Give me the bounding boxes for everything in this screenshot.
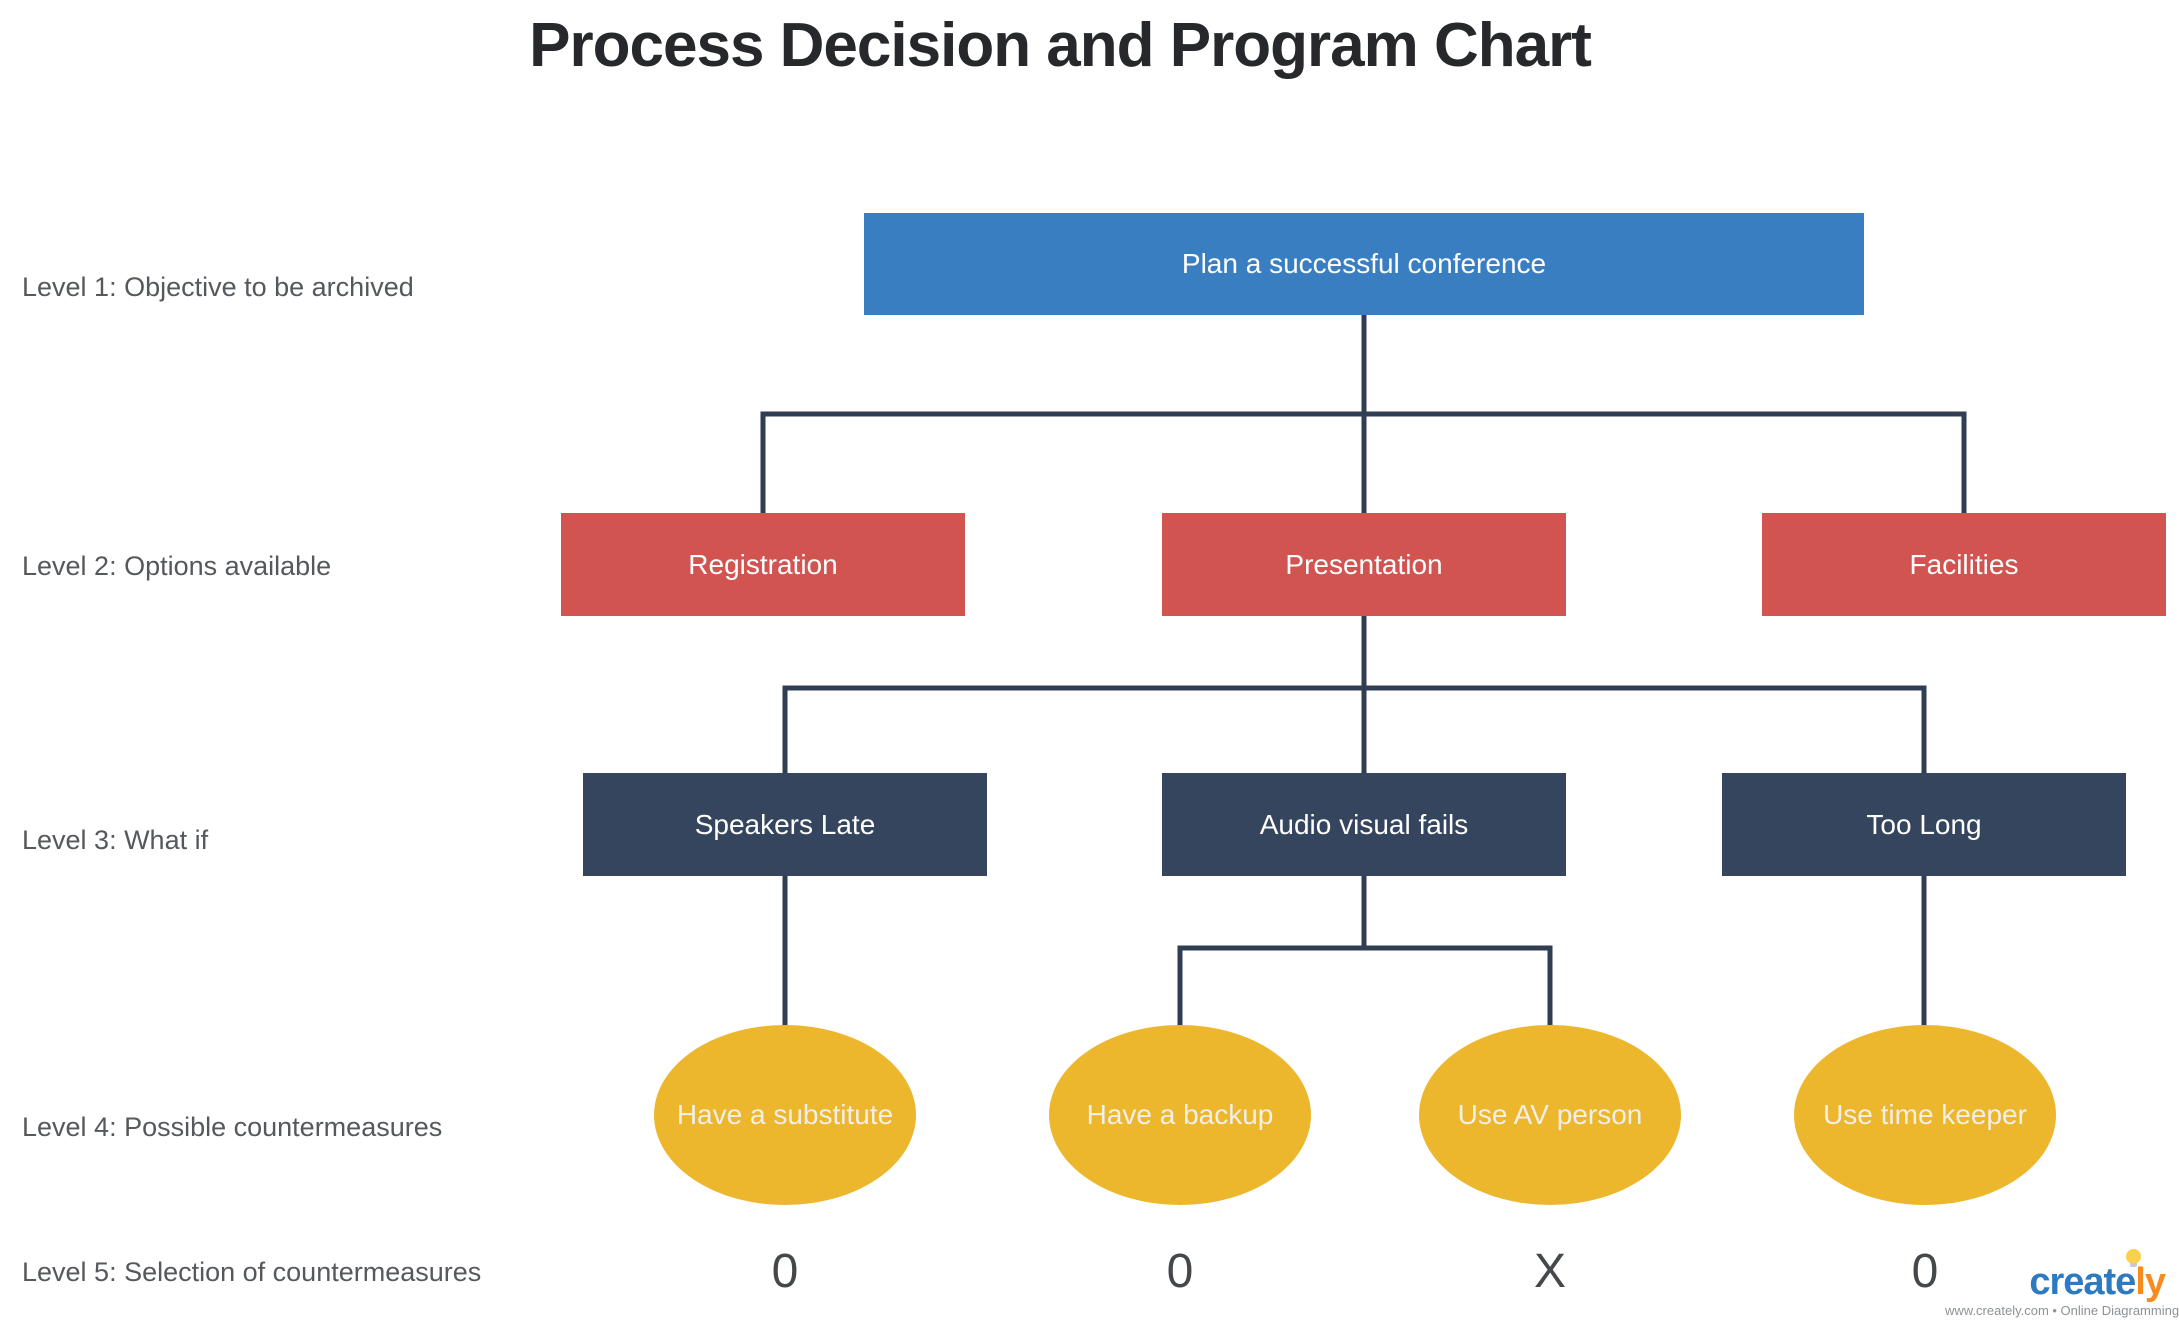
level-3-label: Level 3: What if [22, 825, 209, 855]
countermeasure-node-label: Use time keeper [1823, 1099, 2027, 1130]
countermeasure-node-have-a-backup[interactable]: Have a backup [1049, 1025, 1311, 1205]
level-2-label: Level 2: Options available [22, 551, 332, 581]
selection-mark-1: 0 [771, 1245, 799, 1298]
objective-node-label: Plan a successful conference [1181, 248, 1547, 279]
whatif-node-audio-visual-fails[interactable]: Audio visual fails [1162, 773, 1566, 876]
level-5-label: Level 5: Selection of countermeasures [22, 1257, 482, 1287]
connector-group [760, 315, 1967, 1030]
level-1-label: Level 1: Objective to be archived [22, 272, 414, 302]
whatif-node-label: Too Long [1866, 808, 1982, 840]
lightbulb-icon [2126, 1249, 2141, 1267]
objective-node[interactable]: Plan a successful conference [864, 213, 1864, 315]
selection-mark-4: 0 [1911, 1245, 1939, 1298]
option-node-label: Presentation [1285, 548, 1443, 580]
logo-wordmark: creately [2029, 1249, 2166, 1303]
logo-tagline: www.creately.com • Online Diagramming [1945, 1303, 2179, 1318]
selection-mark-3: X [1533, 1245, 1566, 1298]
whatif-node-label: Audio visual fails [1259, 808, 1469, 840]
option-node-label: Registration [688, 548, 838, 580]
countermeasure-node-use-time-keeper[interactable]: Use time keeper [1794, 1025, 2056, 1205]
diagram-title: Process Decision and Program Chart [529, 11, 1592, 80]
countermeasure-node-label: Use AV person [1457, 1099, 1643, 1130]
option-node-presentation[interactable]: Presentation [1162, 513, 1566, 616]
countermeasure-node-label: Have a substitute [676, 1099, 894, 1130]
option-node-registration[interactable]: Registration [561, 513, 965, 616]
whatif-node-speakers-late[interactable]: Speakers Late [583, 773, 987, 876]
level-4-label: Level 4: Possible countermeasures [22, 1112, 443, 1142]
creately-logo: creately www.creately.com • Online Diagr… [1945, 1249, 2179, 1318]
whatif-node-too-long[interactable]: Too Long [1722, 773, 2126, 876]
countermeasure-node-use-av-person[interactable]: Use AV person [1419, 1025, 1681, 1205]
selection-mark-2: 0 [1166, 1245, 1194, 1298]
option-node-label: Facilities [1909, 548, 2019, 580]
whatif-node-label: Speakers Late [694, 808, 876, 840]
countermeasure-node-have-a-substitute[interactable]: Have a substitute [654, 1025, 916, 1205]
logo-text-primary: create [2029, 1261, 2136, 1303]
countermeasure-node-label: Have a backup [1086, 1099, 1274, 1130]
option-node-facilities[interactable]: Facilities [1762, 513, 2166, 616]
logo-text-secondary: ly [2135, 1261, 2166, 1303]
